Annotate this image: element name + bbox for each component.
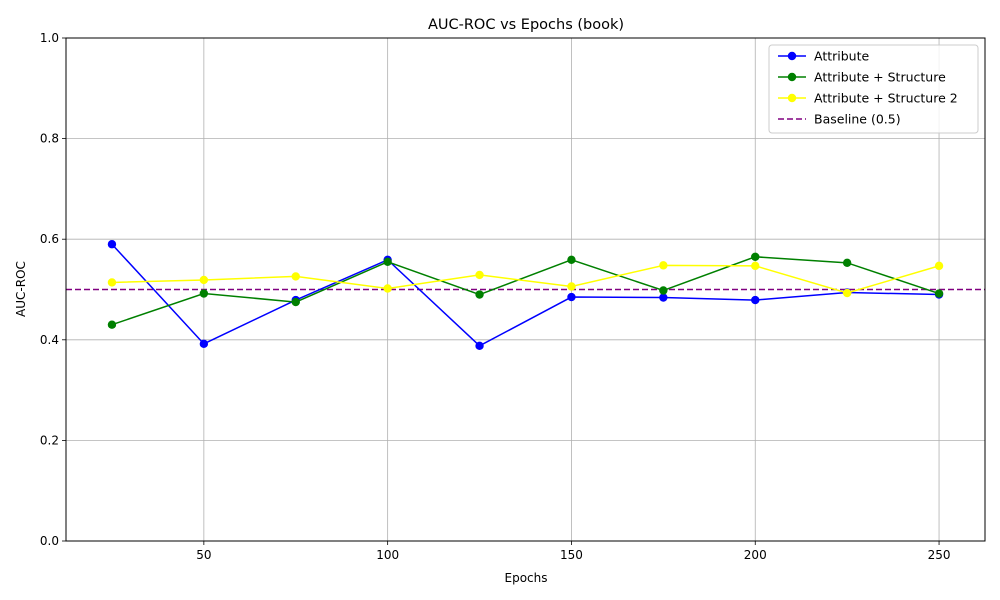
data-point — [751, 261, 760, 271]
data-point — [107, 278, 117, 287]
data-point — [659, 261, 668, 270]
legend-label: Attribute + Structure 2 — [814, 91, 958, 106]
x-tick-label: 250 — [928, 548, 951, 562]
y-tick-label: 1.0 — [40, 31, 59, 45]
legend-label: Baseline (0.5) — [814, 112, 901, 127]
series-line — [111, 243, 940, 347]
series-line — [111, 256, 940, 326]
legend-entry: Attribute + Structure 2 — [778, 91, 958, 106]
data-point — [107, 320, 117, 329]
y-axis-ticks: 0.0 0.2 0.4 0.6 0.8 1.0 — [40, 31, 66, 548]
x-tick-label: 200 — [744, 548, 767, 562]
legend-swatch-marker — [787, 51, 797, 61]
data-point — [383, 257, 392, 267]
data-point — [475, 341, 484, 351]
data-point — [567, 255, 576, 265]
x-tick-label: 50 — [196, 548, 211, 562]
y-tick-label: 0.6 — [40, 232, 59, 246]
legend-entry: Attribute + Structure — [778, 70, 946, 85]
x-tick-label: 150 — [560, 548, 583, 562]
data-point — [291, 297, 300, 307]
data-point — [199, 339, 209, 349]
legend-swatch-marker — [787, 93, 797, 103]
legend-entry: Baseline (0.5) — [778, 112, 901, 127]
data-point — [842, 258, 852, 268]
y-tick-label: 0.2 — [40, 433, 59, 447]
series-3 — [107, 261, 944, 298]
x-tick-label: 100 — [376, 548, 399, 562]
y-axis-title: AUC-ROC — [14, 261, 28, 317]
data-point — [107, 240, 117, 249]
data-point — [199, 289, 209, 298]
series-2 — [107, 252, 944, 329]
data-point — [567, 282, 576, 291]
data-point — [291, 272, 300, 281]
chart-title: AUC-ROC vs Epochs (book) — [428, 17, 624, 33]
plot-frame — [65, 37, 986, 542]
data-point — [934, 289, 944, 298]
data-point — [659, 286, 668, 295]
legend-label: Attribute — [814, 49, 870, 64]
legend-label: Attribute + Structure — [814, 70, 946, 85]
data-point — [934, 261, 944, 271]
data-point — [842, 288, 852, 298]
y-tick-label: 0.0 — [40, 534, 59, 548]
data-point — [751, 295, 760, 305]
data-point — [199, 275, 209, 285]
legend-entry: Attribute — [778, 49, 870, 64]
data-point — [475, 290, 484, 299]
y-tick-label: 0.4 — [40, 333, 59, 347]
data-point — [475, 270, 484, 280]
legend-swatch-marker — [787, 72, 797, 82]
y-tick-label: 0.8 — [40, 132, 59, 146]
data-point — [567, 292, 576, 302]
data-point — [383, 284, 392, 293]
x-axis-ticks: 50 100 150 200 250 — [196, 541, 951, 562]
series-1 — [107, 240, 944, 351]
x-axis-title: Epochs — [505, 571, 548, 585]
legend-box — [768, 44, 979, 134]
series-layer — [107, 240, 944, 351]
data-point — [659, 293, 668, 302]
data-point — [751, 252, 760, 262]
legend: Attribute Attribute + Structure Attribute … — [768, 44, 979, 134]
series-line — [111, 264, 940, 294]
